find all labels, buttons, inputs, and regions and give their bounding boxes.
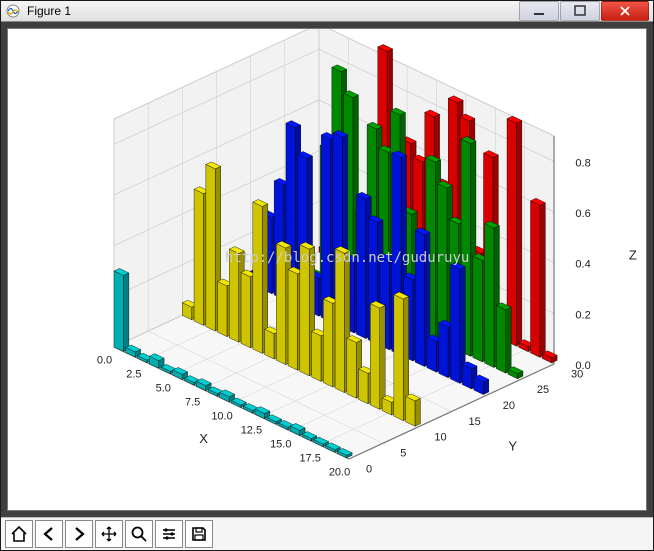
bar3d-chart: 0.0 2.5 5.0 7.5 10.0 12.5 15.0 17.5 20.0 0 5 10 15 20… [8, 29, 648, 505]
svg-text:5: 5 [400, 448, 406, 460]
svg-text:0.4: 0.4 [575, 259, 590, 271]
svg-text:0.0: 0.0 [575, 360, 590, 372]
nav-toolbar [1, 517, 653, 550]
svg-text:0.0: 0.0 [97, 355, 112, 367]
svg-text:5.0: 5.0 [156, 383, 171, 395]
svg-text:20.0: 20.0 [329, 467, 350, 479]
forward-button[interactable] [65, 520, 93, 548]
content-area: 0.0 2.5 5.0 7.5 10.0 12.5 15.0 17.5 20.0 0 5 10 15 20… [1, 22, 653, 517]
zoom-button[interactable] [125, 520, 153, 548]
svg-text:Z: Z [629, 247, 637, 262]
svg-text:Y: Y [508, 438, 517, 453]
maximize-button[interactable] [560, 1, 600, 21]
save-button[interactable] [185, 520, 213, 548]
svg-text:0.6: 0.6 [575, 208, 590, 220]
svg-text:0: 0 [366, 463, 372, 475]
window-title: Figure 1 [27, 4, 518, 18]
figure-canvas[interactable]: 0.0 2.5 5.0 7.5 10.0 12.5 15.0 17.5 20.0 0 5 10 15 20… [7, 28, 647, 511]
app-icon [5, 3, 21, 19]
svg-text:25: 25 [537, 384, 549, 396]
svg-text:7.5: 7.5 [185, 397, 200, 409]
configure-button[interactable] [155, 520, 183, 548]
svg-text:0.8: 0.8 [575, 157, 590, 169]
svg-text:X: X [199, 431, 208, 446]
back-button[interactable] [35, 520, 63, 548]
titlebar[interactable]: Figure 1 [1, 1, 653, 22]
svg-text:2.5: 2.5 [126, 369, 141, 381]
svg-text:12.5: 12.5 [241, 425, 262, 437]
app-window: Figure 1 0.0 2.5 5.0 7.5 10.0 12.5 15.0 17.5 20.… [0, 0, 654, 551]
minimize-button[interactable] [519, 1, 559, 21]
svg-text:10: 10 [434, 432, 446, 444]
svg-text:0.2: 0.2 [575, 309, 590, 321]
svg-text:15.0: 15.0 [270, 439, 291, 451]
svg-text:15: 15 [469, 416, 481, 428]
close-button[interactable] [601, 1, 649, 21]
home-button[interactable] [5, 520, 33, 548]
svg-text:20: 20 [503, 400, 515, 412]
svg-text:10.0: 10.0 [211, 411, 232, 423]
svg-text:17.5: 17.5 [299, 453, 320, 465]
pan-button[interactable] [95, 520, 123, 548]
